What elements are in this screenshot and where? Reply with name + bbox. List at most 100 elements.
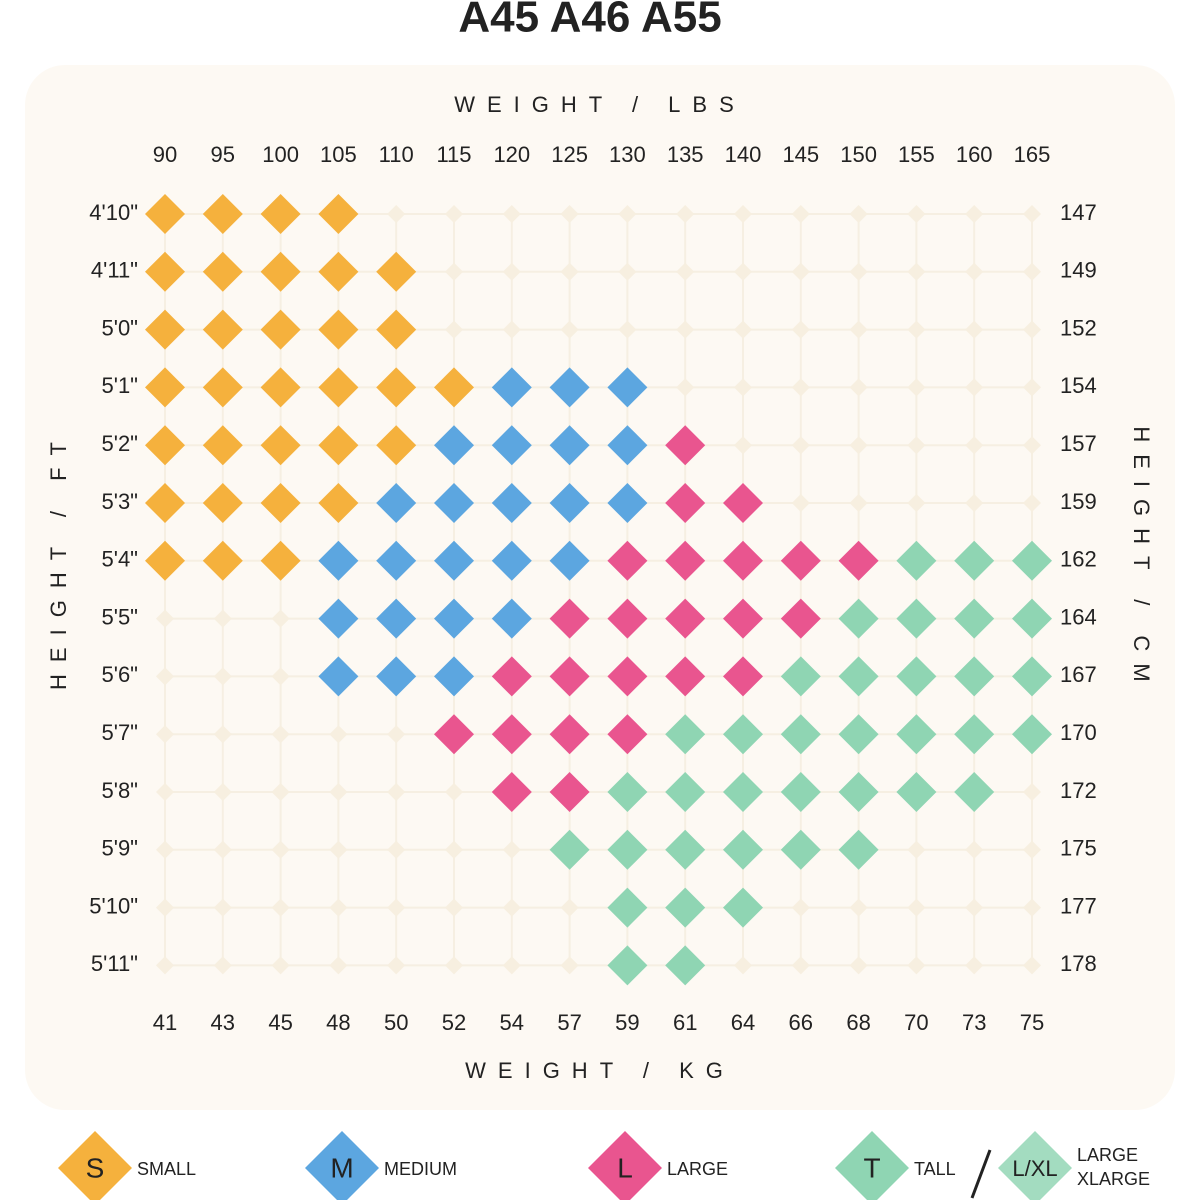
empty-cell [965,320,984,339]
empty-cell [271,667,290,686]
empty-cell [1023,205,1041,223]
size-cell [549,772,590,812]
size-cell [1012,540,1052,581]
size-cell [723,483,763,523]
size-cell [376,425,417,466]
cm-label: 167 [1060,662,1097,687]
empty-cell [156,783,174,801]
size-cell [260,194,301,234]
legend-label: LARGE XLARGE [1077,1145,1150,1189]
empty-cell [907,205,926,223]
ft-label: 5'7" [102,720,138,745]
empty-cell [849,898,868,917]
empty-cell [387,205,406,223]
empty-cell [1023,956,1041,975]
size-cell [202,540,243,581]
legend-marker [835,1131,909,1200]
size-cell [260,309,301,350]
cm-label: 149 [1060,258,1097,283]
ft-label: 5'6" [102,662,138,687]
ft-label: 5'3" [102,489,138,514]
size-cell [376,540,417,581]
size-cell [838,598,879,639]
lbs-label: 150 [840,142,877,167]
empty-cell [907,840,926,859]
empty-cell [329,783,348,801]
size-cell [780,598,821,639]
lbs-label: 105 [320,142,357,167]
size-cell [318,656,359,697]
size-cell [145,483,185,523]
size-cell [780,714,821,755]
size-cell [202,251,243,292]
size-cell [434,367,474,408]
cm-label: 172 [1060,778,1097,803]
kg-label: 41 [153,1010,177,1035]
empty-cell [791,262,810,281]
size-cell [491,598,532,639]
empty-cell [156,609,174,628]
lbs-label: 115 [436,142,471,167]
empty-cell [387,783,406,801]
size-cell [549,656,590,697]
size-cell [491,367,532,408]
empty-cell [445,956,463,975]
kg-label: 73 [962,1010,986,1035]
size-cell [723,598,763,639]
size-cell [434,540,474,581]
size-cell [318,598,359,639]
size-cell [607,540,648,581]
empty-cell [791,205,810,223]
legend-code: T [863,1152,880,1183]
legend-label: TALL [914,1159,956,1179]
size-cell [549,714,590,755]
size-cell [549,425,590,466]
size-cell [1012,656,1052,697]
empty-cell [387,725,406,744]
size-cell [954,656,995,697]
size-cell [665,598,706,639]
empty-cell [329,725,348,744]
empty-cell [1023,378,1041,397]
kg-label: 59 [615,1010,639,1035]
size-cell [723,887,763,928]
size-cell [491,540,532,581]
size-cell [607,425,648,466]
empty-cell [445,783,463,801]
empty-cell [213,956,232,975]
legend-code: S [86,1152,105,1183]
size-cell [145,425,185,466]
empty-cell [1023,840,1041,859]
empty-cell [734,262,752,281]
empty-cell [849,436,868,455]
empty-cell [213,783,232,801]
kg-label: 48 [326,1010,350,1035]
size-cell [723,540,763,581]
lbs-label: 110 [379,142,414,167]
size-cell [665,540,706,581]
empty-cell [445,320,463,339]
size-cell [838,540,879,581]
empty-cell [791,320,810,339]
empty-cell [676,320,695,339]
kg-label: 52 [442,1010,466,1035]
empty-cell [271,609,290,628]
size-cell [607,656,648,697]
empty-cell [560,956,579,975]
empty-cell [1023,494,1041,512]
lbs-label: 120 [493,142,530,167]
size-cell [491,656,532,697]
empty-cell [502,205,521,223]
ft-label: 5'11" [91,951,138,976]
empty-cell [387,956,406,975]
size-cell [260,483,301,523]
size-cell [549,540,590,581]
empty-cell [907,956,926,975]
empty-cell [445,205,463,223]
lbs-label: 125 [551,142,588,167]
size-cell [665,829,706,870]
size-cell [838,656,879,697]
empty-cell [560,262,579,281]
empty-cell [502,262,521,281]
size-cell [145,540,185,581]
